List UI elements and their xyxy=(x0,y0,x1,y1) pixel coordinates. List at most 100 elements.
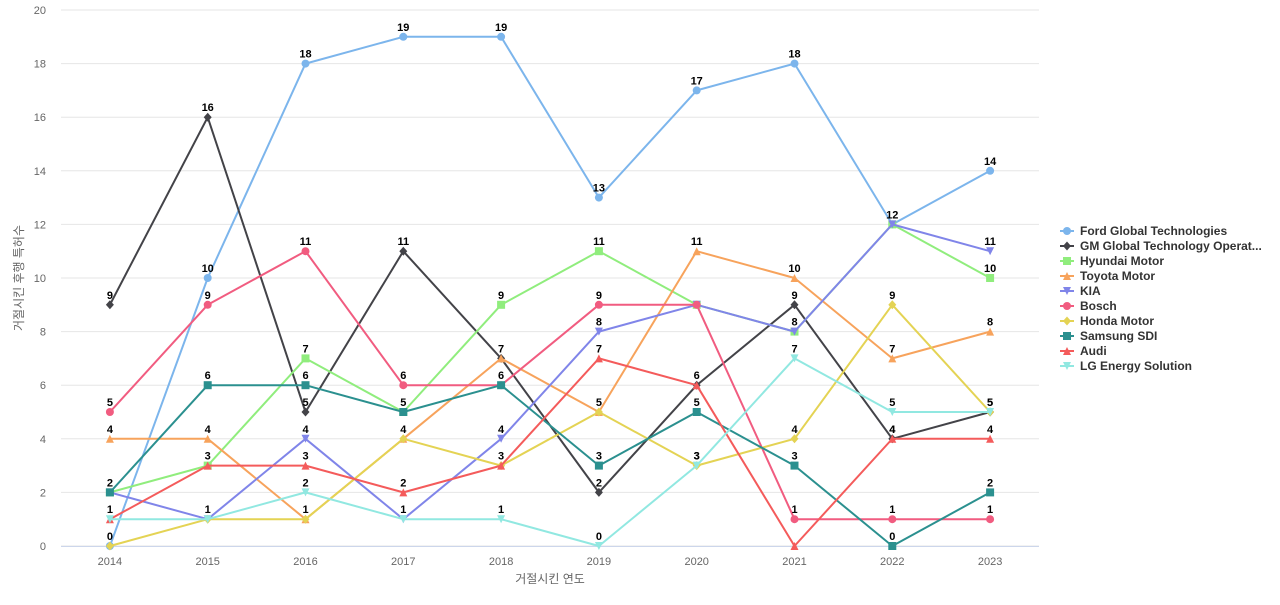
data-label: 4 xyxy=(302,424,309,436)
data-label: 7 xyxy=(302,343,308,355)
data-label: 4 xyxy=(889,424,896,436)
data-point xyxy=(497,354,506,363)
data-point xyxy=(594,247,603,256)
data-label: 1 xyxy=(107,504,113,516)
data-point xyxy=(301,407,310,417)
data-label: 2 xyxy=(107,477,113,489)
data-point xyxy=(790,327,799,336)
legend-item[interactable]: Toyota Motor xyxy=(1060,269,1155,283)
y-tick-label: 20 xyxy=(34,5,46,17)
data-point xyxy=(594,193,603,202)
data-label: 7 xyxy=(791,343,797,355)
y-tick-label: 12 xyxy=(34,219,46,231)
y-tick-label: 18 xyxy=(34,59,46,71)
series-layer xyxy=(105,32,995,551)
data-point xyxy=(105,541,114,551)
data-label: 19 xyxy=(495,22,507,34)
legend-item[interactable]: Ford Global Technologies xyxy=(1060,224,1227,238)
data-label: 4 xyxy=(205,424,212,436)
legend-marker xyxy=(1063,257,1071,265)
data-label: 16 xyxy=(202,102,214,114)
x-axis-title: 거절시킨 연도 xyxy=(515,572,585,586)
data-label: 3 xyxy=(694,451,700,463)
legend-item[interactable]: KIA xyxy=(1060,284,1101,298)
legend-marker xyxy=(1063,227,1071,235)
data-label: 9 xyxy=(791,290,797,302)
data-point xyxy=(497,434,506,443)
data-point xyxy=(203,461,212,470)
data-label: 6 xyxy=(400,370,406,382)
data-point xyxy=(203,300,212,309)
y-tick-label: 16 xyxy=(34,112,46,124)
legend-item[interactable]: Hyundai Motor xyxy=(1060,254,1164,268)
y-tick-label: 14 xyxy=(34,166,46,178)
legend-marker xyxy=(1063,332,1071,340)
data-label: 7 xyxy=(498,343,504,355)
data-point xyxy=(790,274,799,282)
data-label: 18 xyxy=(299,49,311,61)
data-point xyxy=(986,274,995,282)
data-label: 11 xyxy=(691,236,703,248)
data-point xyxy=(888,300,897,310)
data-point xyxy=(986,247,995,256)
data-label: 5 xyxy=(889,397,895,409)
series-group xyxy=(105,354,995,550)
data-label: 5 xyxy=(302,397,308,409)
data-label: 13 xyxy=(593,183,605,195)
data-point xyxy=(986,408,995,416)
data-label: 8 xyxy=(596,317,602,329)
data-point xyxy=(105,408,114,416)
data-point xyxy=(790,354,799,363)
y-tick-label: 6 xyxy=(40,380,46,392)
data-label: 2 xyxy=(987,477,993,489)
series-line xyxy=(108,384,992,547)
data-point xyxy=(301,488,310,497)
data-point xyxy=(301,354,310,363)
y-tick-label: 4 xyxy=(40,434,46,446)
legend-item[interactable]: Honda Motor xyxy=(1060,314,1154,328)
data-label: 4 xyxy=(498,424,505,436)
x-tick-label: 2017 xyxy=(391,556,415,568)
data-point xyxy=(399,246,408,256)
data-label: 2 xyxy=(596,477,602,489)
data-label: 8 xyxy=(791,317,797,329)
data-point xyxy=(888,408,897,416)
data-point xyxy=(986,327,995,336)
data-label: 17 xyxy=(691,75,703,87)
data-label: 5 xyxy=(596,397,602,409)
data-point xyxy=(497,32,506,41)
legend-item[interactable]: Audi xyxy=(1060,344,1107,358)
legend-marker xyxy=(1063,287,1071,295)
series-line xyxy=(108,250,992,521)
series-line xyxy=(108,223,992,494)
legend-marker xyxy=(1063,302,1071,310)
data-point xyxy=(594,542,603,550)
data-label: 10 xyxy=(984,263,996,275)
data-point xyxy=(497,381,506,390)
data-point xyxy=(301,247,310,256)
legend-label: Ford Global Technologies xyxy=(1080,224,1227,238)
data-label: 5 xyxy=(400,397,406,409)
data-point xyxy=(594,461,603,470)
data-label: 10 xyxy=(788,263,800,275)
legend-item[interactable]: Bosch xyxy=(1060,299,1117,313)
data-point xyxy=(986,488,995,497)
series-line xyxy=(108,357,992,547)
data-label: 11 xyxy=(300,236,312,248)
series-line xyxy=(108,357,992,547)
data-label: 5 xyxy=(107,397,113,409)
data-label: 1 xyxy=(302,504,308,516)
legend-item[interactable]: LG Energy Solution xyxy=(1060,359,1192,373)
data-point xyxy=(692,408,701,416)
data-point xyxy=(986,515,995,524)
legend-marker xyxy=(1063,316,1071,326)
legend-item[interactable]: GM Global Technology Operat... xyxy=(1060,239,1262,253)
legend-item[interactable]: Samsung SDI xyxy=(1060,329,1157,343)
data-label: 1 xyxy=(889,504,895,516)
data-label: 9 xyxy=(205,290,211,302)
legend-label: Audi xyxy=(1080,344,1107,358)
data-point xyxy=(594,487,603,497)
x-tick-label: 2014 xyxy=(98,556,122,568)
data-label: 2 xyxy=(400,477,406,489)
